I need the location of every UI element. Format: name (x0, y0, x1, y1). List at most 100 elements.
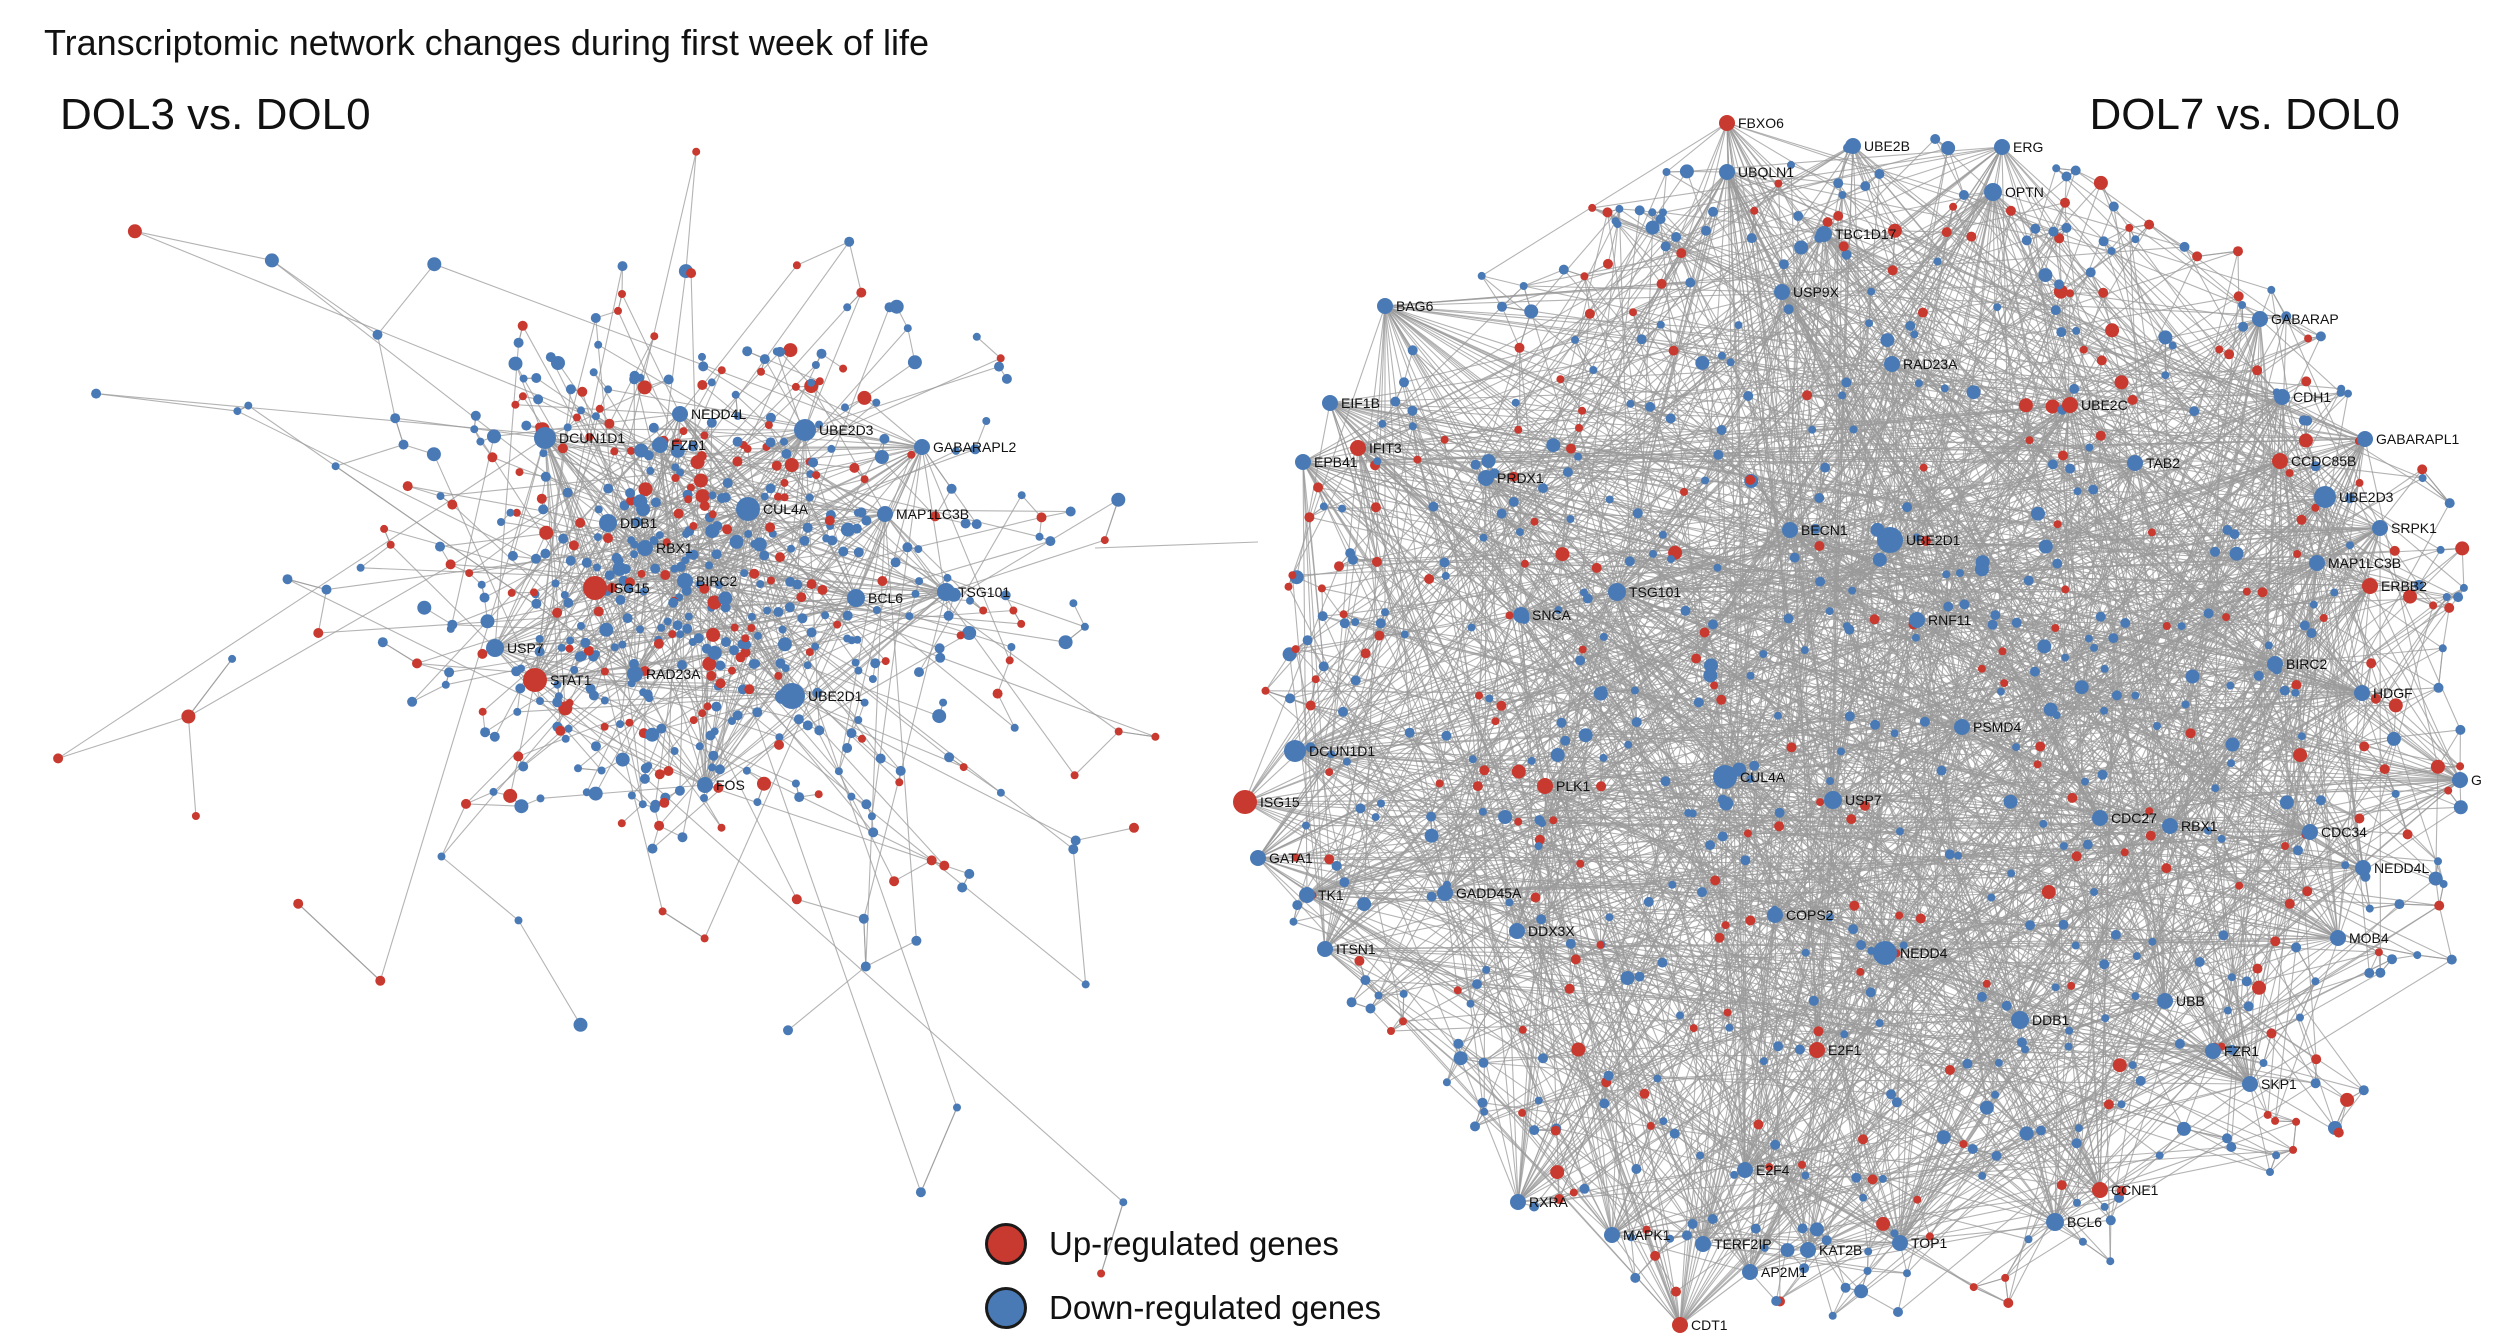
network-edge (1994, 614, 2214, 1052)
network-edge (379, 437, 546, 981)
network-node (764, 421, 773, 430)
network-node (518, 761, 529, 772)
network-edge (514, 363, 636, 675)
network-edge (2269, 1149, 2294, 1173)
network-edge (1244, 765, 1755, 803)
network-node (127, 224, 142, 239)
network-node (663, 766, 674, 776)
network-edge (1947, 147, 1965, 196)
network-edge (1370, 1008, 1392, 1032)
network-edge (1896, 825, 2171, 1103)
network-edge (522, 325, 646, 549)
network-node (477, 648, 488, 659)
network-node (774, 739, 784, 750)
network-node (759, 354, 770, 365)
network-edge (2438, 905, 2453, 960)
network-edge (1583, 276, 1591, 314)
network-edge (1744, 972, 2370, 1171)
network-edge (2237, 251, 2240, 297)
network-node (799, 535, 810, 546)
network-edge (1513, 501, 2101, 1191)
network-node (731, 390, 740, 399)
network-node (682, 623, 693, 634)
network-node (791, 894, 802, 905)
network-edge (2121, 1080, 2142, 1105)
network-edge (2270, 289, 2287, 317)
network-edge (1570, 448, 2461, 781)
network-edge (1374, 305, 1386, 466)
network-edge (2183, 1128, 2228, 1139)
network-edge (807, 597, 857, 666)
network-edge (1889, 349, 2220, 541)
network-node (857, 390, 872, 405)
network-node (531, 598, 542, 609)
network-edge (360, 544, 392, 569)
network-edge (1774, 468, 2423, 916)
network-node (673, 508, 684, 519)
network-edge (1774, 306, 1998, 916)
network-edge (810, 385, 886, 515)
network-node (627, 536, 636, 545)
network-node (627, 446, 635, 455)
network-node (511, 666, 522, 677)
network-node (802, 720, 813, 731)
network-node (911, 589, 920, 598)
network-edge (494, 335, 655, 649)
network-edge (1937, 236, 1972, 262)
network-edge (1552, 171, 1728, 821)
network-edge (1544, 553, 2237, 787)
network-edge (1789, 529, 2233, 1051)
network-edge (1856, 1083, 2251, 1179)
network-edge (2075, 170, 2309, 339)
network-edge (1306, 894, 1806, 1176)
network-node (668, 630, 677, 639)
network-edge (863, 591, 947, 919)
network-edge (1607, 211, 2318, 564)
network-node (470, 410, 481, 421)
network-node (513, 337, 524, 348)
network-edge (1493, 473, 1901, 1244)
network-node (1009, 606, 1018, 615)
network-node (645, 727, 660, 742)
network-edge (465, 803, 522, 807)
network-edge (1649, 406, 1818, 1051)
network-node (765, 483, 776, 494)
network-node (649, 802, 660, 813)
network-node (780, 478, 789, 487)
network-edge (2359, 793, 2397, 819)
network-edge (712, 465, 778, 496)
network-edge (1336, 459, 1418, 867)
network-node (742, 766, 751, 775)
network-edge (855, 454, 912, 599)
network-edge (685, 151, 697, 272)
network-edge (271, 259, 686, 582)
network-node (780, 437, 788, 446)
network-edge (1483, 1062, 1892, 1095)
network-edge (2285, 315, 2309, 339)
network-edge (1444, 892, 1871, 993)
network-edge (1607, 223, 1619, 265)
network-edge (2132, 399, 2371, 587)
network-node (972, 332, 981, 341)
network-edge (976, 336, 1002, 359)
network-node (1045, 536, 1056, 547)
network-edge (1891, 250, 2239, 365)
network-node (793, 714, 804, 725)
network-edge (1889, 539, 2312, 634)
network-edge (1346, 460, 2281, 763)
network-node (560, 591, 569, 599)
network-edge (1787, 618, 2101, 1191)
network-edge (434, 263, 923, 448)
network-node (600, 722, 609, 731)
network-edge (1560, 369, 1594, 380)
network-node (1035, 532, 1044, 541)
network-node (407, 696, 418, 707)
network-edge (791, 695, 1076, 841)
network-node (390, 413, 401, 424)
network-node (730, 623, 739, 632)
network-node (698, 352, 706, 361)
network-edge (1804, 1221, 2056, 1269)
network-edge (1328, 404, 2071, 860)
network-edge (2363, 746, 2386, 770)
network-node (806, 579, 817, 590)
